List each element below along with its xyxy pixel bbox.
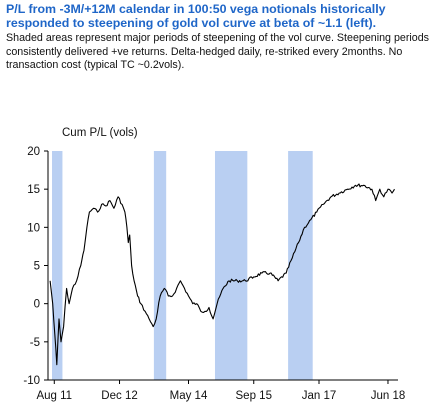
shaded-period-3 [214, 151, 248, 380]
chart-subtitle: Shaded areas represent major periods of … [6, 32, 430, 71]
chart-ticks: -10 -5 0 5 10 15 20 Aug 11 Dec 12 May 14 Sep 15 Jan… [23, 146, 405, 402]
series-line-1 [49, 183, 395, 366]
x-tick-label: Dec 12 [101, 390, 137, 402]
y-tick-label: 20 [27, 146, 40, 158]
y-tick-label: 15 [27, 184, 40, 196]
shaded-period-4 [288, 151, 313, 380]
y-tick-label: -10 [23, 375, 40, 387]
x-tick-label: Sep 15 [236, 390, 272, 402]
shaded-period-2 [153, 151, 167, 380]
chart-series [49, 183, 395, 366]
x-tick-label: Aug 11 [36, 390, 72, 402]
y-tick-label: 0 [34, 299, 40, 311]
y-tick-label: 5 [34, 261, 40, 273]
shaded-period-1 [52, 151, 63, 380]
chart-title: P/L from -3M/+12M calendar in 100:50 veg… [6, 2, 386, 30]
y-tick-label: -5 [30, 337, 40, 349]
shaded-periods [52, 151, 313, 380]
y-axis-label: Cum P/L (vols) [62, 127, 138, 139]
x-tick-label: Jan 17 [302, 390, 337, 402]
x-tick-label: Jun 18 [371, 390, 406, 402]
x-tick-label: May 14 [170, 390, 208, 402]
y-tick-label: 10 [27, 222, 40, 234]
